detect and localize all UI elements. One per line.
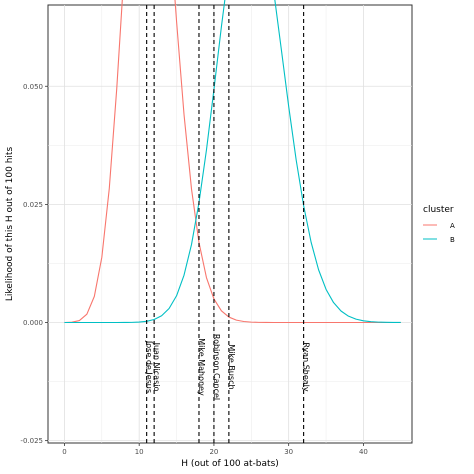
y-tick-label: 0.000	[23, 319, 43, 327]
y-tick-label: 0.050	[23, 83, 43, 91]
plot-panel	[47, 4, 413, 444]
x-axis-title: H (out of 100 at-bats)	[181, 459, 279, 469]
player-label: Mike Mahoney	[197, 338, 206, 396]
legend-title: cluster	[423, 205, 454, 215]
y-tick-label: -0.025	[20, 437, 43, 445]
x-tick-label: 0	[62, 448, 66, 456]
y-axis-ticks: -0.025 0.000 0.025 0.050	[20, 83, 48, 445]
series-line-a	[64, 0, 401, 324]
series-layer	[64, 0, 401, 324]
series-line-b	[64, 0, 401, 324]
legend-label-a: A	[450, 222, 455, 230]
legend: cluster A B	[423, 205, 455, 244]
legend-label-b: B	[450, 236, 455, 244]
x-tick-label: 20	[209, 448, 218, 456]
x-tick-label: 40	[359, 448, 368, 456]
player-label: Robinson Cancel	[212, 334, 221, 400]
x-axis-ticks: 0 10 20 30 40	[62, 443, 368, 456]
x-tick-label: 30	[284, 448, 293, 456]
player-label: Juan Nicasio	[152, 342, 161, 392]
player-label: Ryan Shealy	[302, 342, 311, 392]
y-tick-label: 0.025	[23, 201, 43, 209]
player-label: Mike Busch	[227, 344, 236, 389]
y-axis-title: Likelihood of this H out of 100 hits	[5, 147, 15, 302]
minor-gridlines	[48, 5, 412, 443]
player-label: Jose de Jesus	[145, 340, 154, 393]
x-tick-label: 10	[135, 448, 144, 456]
